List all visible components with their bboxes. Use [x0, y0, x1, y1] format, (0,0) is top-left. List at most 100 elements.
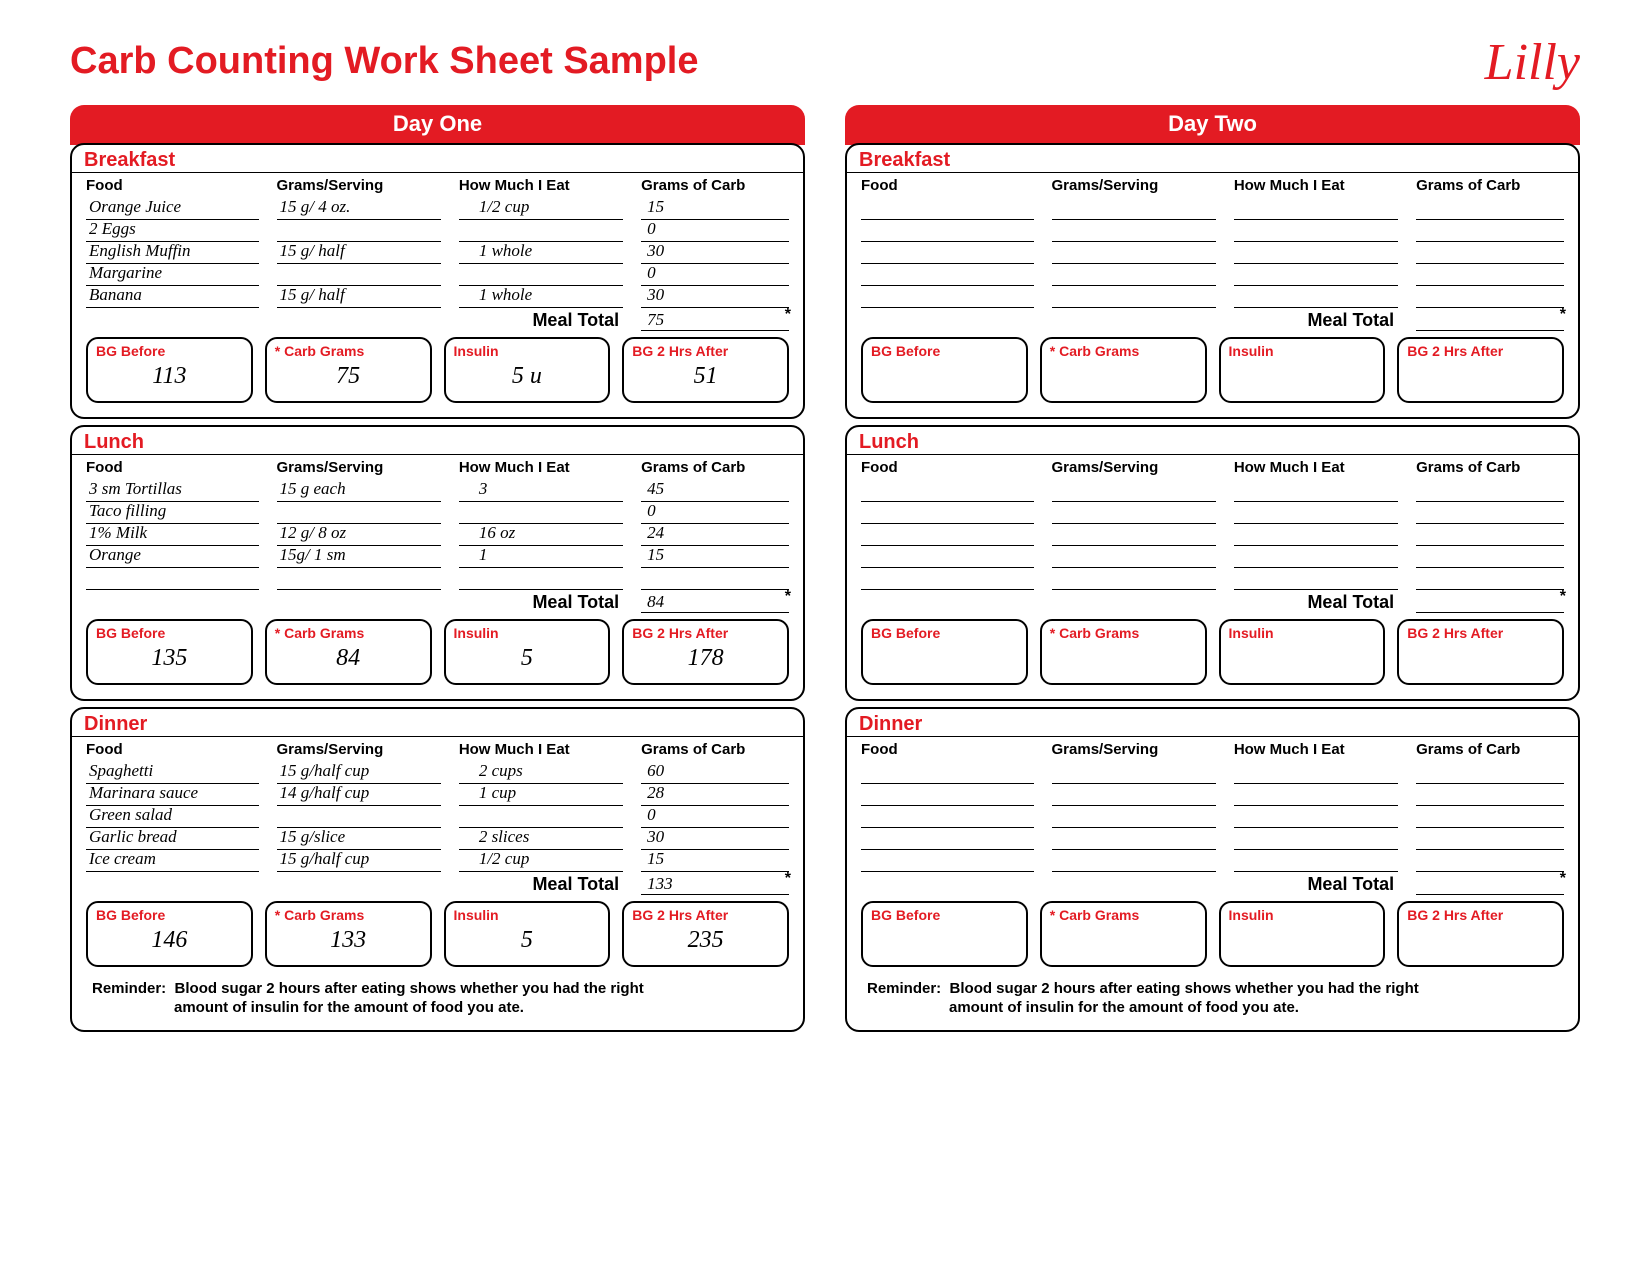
food-grid: FoodGrams/ServingHow Much I EatGrams of … — [72, 455, 803, 590]
food-cell — [1052, 524, 1216, 546]
stat-label: Insulin — [454, 343, 601, 359]
food-cell: 28 — [641, 784, 789, 806]
stat-label: * Carb Grams — [275, 907, 422, 923]
food-cell — [459, 568, 623, 590]
day-header: Day Two — [845, 105, 1580, 145]
food-cell: 12 g/ 8 oz — [277, 524, 441, 546]
stat-box: Insulin — [1219, 337, 1386, 403]
column-header: Food — [861, 741, 1034, 758]
food-cell — [1052, 502, 1216, 524]
stat-label: * Carb Grams — [275, 625, 422, 641]
food-cell: 3 sm Tortillas — [86, 480, 259, 502]
food-row — [86, 568, 789, 590]
food-row: 1% Milk12 g/ 8 oz16 oz24 — [86, 524, 789, 546]
food-grid: FoodGrams/ServingHow Much I EatGrams of … — [847, 455, 1578, 590]
stat-label: BG 2 Hrs After — [632, 343, 779, 359]
food-cell — [1052, 480, 1216, 502]
food-cell: 14 g/half cup — [277, 784, 441, 806]
stat-box: BG 2 Hrs After235 — [622, 901, 789, 967]
meal-total-value — [1416, 874, 1564, 895]
food-cell: 2 Eggs — [86, 220, 259, 242]
food-cell: Orange — [86, 546, 259, 568]
food-cell — [1416, 762, 1564, 784]
meal-section: BreakfastFoodGrams/ServingHow Much I Eat… — [845, 143, 1580, 419]
food-cell — [1234, 806, 1398, 828]
food-cell — [1234, 828, 1398, 850]
food-cell — [1052, 264, 1216, 286]
stat-box: Insulin5 — [444, 901, 611, 967]
column-header: Grams/Serving — [1052, 177, 1216, 194]
food-grid: FoodGrams/ServingHow Much I EatGrams of … — [847, 737, 1578, 872]
food-cell: Green salad — [86, 806, 259, 828]
days-container: Day OneBreakfastFoodGrams/ServingHow Muc… — [70, 105, 1580, 1032]
food-cell — [1416, 220, 1564, 242]
column-header: Grams/Serving — [277, 741, 441, 758]
food-row: Spaghetti15 g/half cup2 cups60 — [86, 762, 789, 784]
food-cell — [1234, 220, 1398, 242]
meal-total-value: 75 — [641, 310, 789, 331]
food-cell: 1% Milk — [86, 524, 259, 546]
stat-value — [1229, 923, 1376, 927]
meal-name: Lunch — [847, 427, 1578, 455]
stat-value — [871, 641, 1018, 645]
food-cell: 15 g/ half — [277, 286, 441, 308]
food-row: Banana15 g/ half1 whole30 — [86, 286, 789, 308]
food-cell — [1416, 286, 1564, 308]
food-cell — [861, 546, 1034, 568]
food-cell — [277, 220, 441, 242]
meal-section: DinnerFoodGrams/ServingHow Much I EatGra… — [845, 707, 1580, 1032]
food-cell — [277, 502, 441, 524]
stat-value: 5 — [454, 923, 601, 954]
stat-box: BG Before — [861, 619, 1028, 685]
food-cell — [1416, 546, 1564, 568]
stat-label: BG Before — [871, 625, 1018, 641]
food-cell — [1052, 220, 1216, 242]
stat-value — [871, 359, 1018, 363]
food-cell — [1234, 546, 1398, 568]
food-cell — [1416, 264, 1564, 286]
food-row: Marinara sauce14 g/half cup1 cup28 — [86, 784, 789, 806]
food-row: 2 Eggs 0 — [86, 220, 789, 242]
meal-name: Lunch — [72, 427, 803, 455]
food-cell — [1234, 198, 1398, 220]
stat-value: 135 — [96, 641, 243, 672]
meal-total-row: Meal Total — [847, 308, 1578, 337]
stat-box: BG Before — [861, 901, 1028, 967]
food-row — [861, 286, 1564, 308]
food-cell — [1234, 286, 1398, 308]
stat-value — [1229, 641, 1376, 645]
stat-value — [1407, 359, 1554, 363]
food-cell — [277, 264, 441, 286]
food-cell — [1234, 480, 1398, 502]
stat-value — [1050, 641, 1197, 645]
food-row — [861, 264, 1564, 286]
column-header: Grams of Carb — [1416, 177, 1564, 194]
column-header: Food — [86, 177, 259, 194]
food-cell — [1416, 568, 1564, 590]
column-header: Grams of Carb — [641, 459, 789, 476]
column-header: How Much I Eat — [459, 177, 623, 194]
food-cell: 1 — [459, 546, 623, 568]
food-cell: Spaghetti — [86, 762, 259, 784]
food-cell: 15 — [641, 850, 789, 872]
column-header: How Much I Eat — [459, 459, 623, 476]
meal-total-row: Meal Total — [847, 590, 1578, 619]
food-cell — [1416, 828, 1564, 850]
food-cell — [1416, 524, 1564, 546]
reminder-text: Reminder: Blood sugar 2 hours after eati… — [847, 973, 1578, 1022]
column-header: How Much I Eat — [1234, 459, 1398, 476]
column-header: Grams of Carb — [641, 177, 789, 194]
stat-value: 84 — [275, 641, 422, 672]
food-cell — [861, 264, 1034, 286]
column-header: Food — [86, 459, 259, 476]
food-cell: English Muffin — [86, 242, 259, 264]
column-header: How Much I Eat — [1234, 741, 1398, 758]
stat-box: BG Before135 — [86, 619, 253, 685]
meal-name: Breakfast — [847, 145, 1578, 173]
food-cell — [1234, 264, 1398, 286]
meal-total-label: Meal Total — [459, 592, 623, 613]
stat-value: 5 u — [454, 359, 601, 390]
food-cell: Orange Juice — [86, 198, 259, 220]
food-cell — [861, 286, 1034, 308]
stat-value: 235 — [632, 923, 779, 954]
